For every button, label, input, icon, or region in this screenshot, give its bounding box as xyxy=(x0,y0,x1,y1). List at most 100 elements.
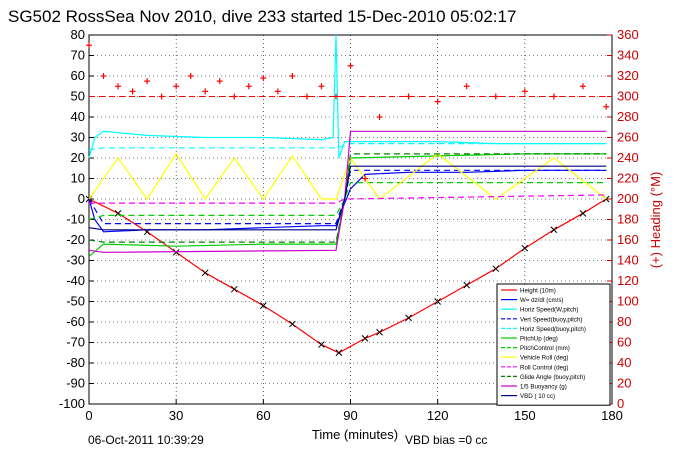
height-marker-stroke xyxy=(492,265,500,273)
y-tick-label: 40 xyxy=(71,109,85,124)
y-tick-label: 80 xyxy=(71,27,85,42)
height-marker-stroke xyxy=(463,281,471,289)
heading-point xyxy=(303,93,310,100)
y-right-tick-label: 100 xyxy=(617,294,639,309)
legend-label: PitchControl (mm) xyxy=(520,345,570,352)
series-line-6 xyxy=(88,182,607,221)
height-marker-stroke xyxy=(434,298,442,305)
y-right-tick-label: 220 xyxy=(617,171,639,186)
legend-label: Horiz Speed(buoy,pitch) xyxy=(520,326,586,333)
height-marker-stroke xyxy=(579,209,587,217)
x-axis: 0 30 60 90 120 150 180 xyxy=(85,399,623,423)
height-marker xyxy=(335,349,343,357)
heading-markers xyxy=(86,42,612,182)
y-tick-label: -100 xyxy=(59,396,85,411)
y-right-tick-label: 320 xyxy=(617,68,639,83)
height-marker xyxy=(259,302,267,309)
height-marker xyxy=(376,328,383,336)
x-tick-label: 60 xyxy=(256,408,270,423)
height-marker-stroke xyxy=(230,285,238,293)
series-line-4 xyxy=(88,143,607,151)
series-line-3 xyxy=(88,169,607,225)
height-marker-stroke xyxy=(376,328,383,336)
y-tick-label: 60 xyxy=(71,68,85,83)
height-marker xyxy=(521,244,529,252)
heading-point xyxy=(434,98,441,105)
x-axis-label: Time (minutes) xyxy=(312,427,398,442)
legend-label: 1/5 Buoyancy (g) xyxy=(520,384,567,391)
height-marker xyxy=(201,269,209,277)
y-axis-right-label: (+) Heading (°M) xyxy=(648,172,663,269)
heading-point xyxy=(187,73,194,79)
heading-point xyxy=(463,83,470,90)
height-marker xyxy=(361,335,369,342)
legend-label: W= dz/dt (cm/s) xyxy=(520,297,564,304)
height-marker xyxy=(434,298,442,305)
x-tick-label: 150 xyxy=(514,408,536,423)
legend-label: Glide Angle (buoy,pitch) xyxy=(520,374,585,381)
height-marker-stroke xyxy=(259,302,267,309)
y-right-tick-label: 60 xyxy=(617,335,631,350)
height-marker-stroke xyxy=(201,269,209,277)
heading-point xyxy=(362,175,369,182)
y-right-tick-label: 120 xyxy=(617,273,639,288)
height-marker-stroke xyxy=(405,314,412,322)
y-tick-label: -50 xyxy=(66,294,85,309)
heading-point xyxy=(376,114,383,120)
heading-point xyxy=(318,83,325,90)
y-tick-label: -30 xyxy=(66,253,85,268)
legend-label: Vert Speed(buoy,pitch) xyxy=(520,316,582,323)
heading-point xyxy=(603,103,610,110)
heading-point xyxy=(492,93,499,100)
y-tick-label: -10 xyxy=(66,212,85,227)
height-marker xyxy=(289,320,296,328)
legend-box xyxy=(496,283,611,406)
y-right-tick-label: 140 xyxy=(617,253,639,268)
heading-point xyxy=(86,42,92,49)
y-tick-label: 20 xyxy=(71,150,85,165)
y-tick-label: -70 xyxy=(66,335,85,350)
y-tick-label: -80 xyxy=(66,355,85,370)
height-marker-stroke xyxy=(335,349,343,357)
y-tick-label: 10 xyxy=(71,171,85,186)
heading-point xyxy=(144,78,151,85)
y-tick-label: 70 xyxy=(71,48,85,63)
height-marker-stroke xyxy=(521,244,529,252)
height-marker xyxy=(550,226,558,234)
heading-point xyxy=(550,93,557,100)
x-tick-label: 90 xyxy=(343,408,357,423)
legend-label: Horiz Speed(W,pitch) xyxy=(520,307,578,314)
legend-label: PitchUp (deg) xyxy=(520,336,558,343)
height-marker-stroke xyxy=(361,335,369,342)
series-line-11 xyxy=(88,165,607,231)
height-marker-stroke xyxy=(318,341,325,348)
footer-vbd-bias: VBD bias =0 cc xyxy=(405,433,487,447)
heading-point xyxy=(245,83,252,90)
heading-point xyxy=(158,93,165,100)
y-tick-label: -40 xyxy=(66,273,85,288)
heading-point xyxy=(289,73,296,79)
height-marker xyxy=(463,281,471,289)
x-tick-label: 0 xyxy=(85,408,92,423)
y-axis-left: 80 70 60 50 40 30 20 10 0 -10 -20 -30 -40 -50 -60 -70 -8… xyxy=(59,27,94,411)
series-line-7 xyxy=(88,152,607,201)
series-line-8 xyxy=(89,194,607,204)
heading-point xyxy=(521,88,528,95)
y-tick-label: -20 xyxy=(66,232,85,247)
heading-point xyxy=(216,78,223,85)
heading-point xyxy=(202,88,209,95)
y-right-tick-label: 0 xyxy=(617,396,624,411)
heading-point xyxy=(260,75,267,82)
y-right-tick-label: 180 xyxy=(617,212,639,227)
height-marker-stroke xyxy=(172,248,180,256)
height-marker-stroke xyxy=(289,320,296,328)
heading-point xyxy=(347,62,354,69)
height-marker xyxy=(579,209,587,217)
y-right-tick-label: 40 xyxy=(617,355,631,370)
y-right-tick-label: 240 xyxy=(617,150,639,165)
heading-point xyxy=(332,93,339,100)
legend: Height (10m) W= dz/dt (cm/s) Horiz Speed(W… xyxy=(496,283,611,406)
heading-point xyxy=(100,73,107,79)
y-right-tick-label: 360 xyxy=(617,27,639,42)
